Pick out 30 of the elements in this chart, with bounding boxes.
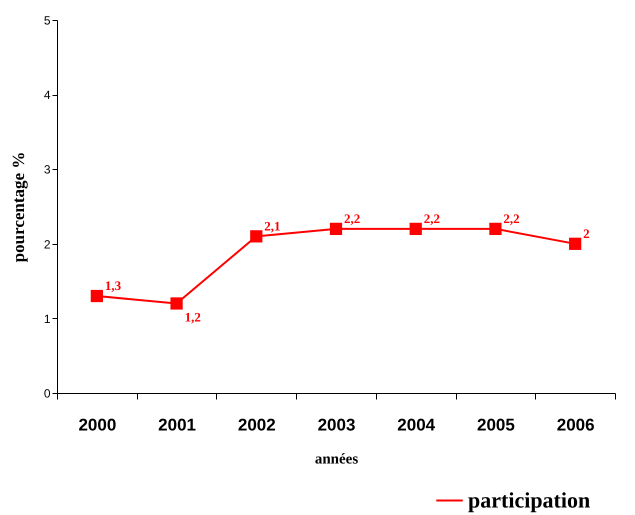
point [170,297,183,310]
y-tick-label: 4 [44,88,51,102]
data-label: 2,2 [424,210,440,226]
data-label: 1,2 [184,309,201,324]
point [410,222,422,236]
y-tick-label: 2 [44,237,51,252]
data-label: 2,1 [264,218,281,234]
x-tick-label: 2000 [78,416,116,434]
y-tick-label: 0 [44,386,51,400]
y-tick-label: 5 [44,14,51,28]
x-tick-label: 2003 [318,416,356,434]
x-axis-title: années [314,452,358,468]
data-label: 2,2 [344,210,360,226]
legend-label: participation [468,488,590,512]
point [569,238,582,250]
point [330,222,342,236]
x-tick-label: 2002 [238,416,276,434]
y-tick-label: 3 [44,162,51,177]
data-label: 2,2 [503,210,520,226]
point [489,222,502,236]
point [90,290,103,302]
y-tick-label: 1 [44,312,51,326]
x-tick-label: 2004 [397,416,436,434]
y-axis-title: pourcentage % [8,152,28,262]
x-tick-label: 2006 [556,416,595,434]
data-label: 2 [583,226,590,241]
x-tick-label: 2005 [477,416,515,434]
data-label: 1,3 [104,278,122,294]
point [250,230,262,242]
x-tick-label: 2001 [158,416,196,434]
